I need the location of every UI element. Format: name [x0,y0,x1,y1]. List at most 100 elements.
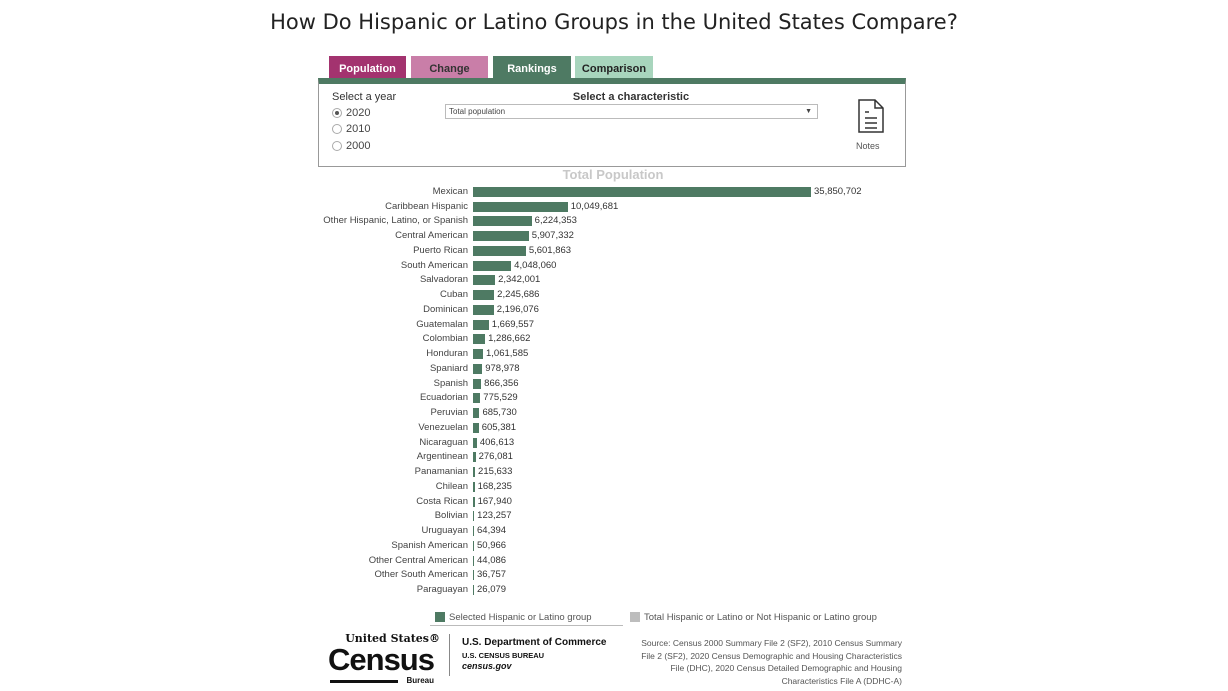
tab-rankings[interactable]: Rankings [493,56,571,79]
chart-title: Total Population [562,167,664,182]
bar[interactable] [473,245,526,256]
value-label: 2,342,001 [498,274,541,286]
tab-change[interactable]: Change [411,56,488,79]
notes-button[interactable]: Notes [856,98,885,151]
dropdown-value: Total population [449,107,506,116]
characteristic-label: Select a characteristic [572,91,690,103]
category-label: Other Central American [368,554,468,566]
value-label: 6,224,353 [534,215,577,227]
category-label: Argentinean [416,451,468,463]
year-radio-2020[interactable]: 2020 [332,107,370,119]
year-radio-2000[interactable]: 2000 [332,140,370,152]
bar[interactable] [473,584,474,595]
value-label: 5,601,863 [528,244,572,256]
category-label: Central American [395,230,468,242]
category-label: Colombian [422,333,468,345]
category-label: Salvadoran [419,274,468,286]
value-label: 167,940 [477,495,512,507]
value-label: 1,669,557 [491,318,534,330]
bar[interactable] [473,570,474,581]
value-label: 35,850,702 [814,186,862,197]
category-label: Dominican [423,303,468,315]
census-logo[interactable]: United States® Census Bureau [328,632,440,685]
bar[interactable] [473,496,475,507]
value-label: 123,257 [477,510,512,522]
census-gov-link[interactable]: census.gov [462,661,512,671]
controls-panel: Select a year 2020 2010 2000 Select a ch… [318,78,906,167]
bar[interactable] [473,187,811,197]
legend-label-total: Total Hispanic or Latino or Not Hispanic… [644,612,877,623]
bar[interactable] [473,363,483,374]
category-label: Bolivian [434,510,468,522]
characteristic-dropdown[interactable]: Total population ▼ [445,104,818,119]
year-label: Select a year [332,91,397,103]
bar[interactable] [473,231,529,242]
value-label: 36,757 [477,569,507,581]
year-option: 2000 [346,140,371,152]
legend-swatch-total [630,612,640,622]
bar[interactable] [473,216,532,227]
radio-icon [332,141,342,151]
bar[interactable] [473,467,476,478]
bar[interactable] [473,334,486,345]
category-label: Guatemalan [416,318,468,330]
value-label: 2,245,686 [497,289,540,301]
year-option: 2020 [346,107,371,119]
category-label: Peruvian [430,407,469,419]
category-label: Spanish [433,377,468,389]
bar[interactable] [473,349,483,360]
category-label: Caribbean Hispanic [385,200,468,212]
value-label: 605,381 [481,421,517,433]
category-label: Other South American [374,569,468,581]
source-note: Source: Census 2000 Summary File 2 (SF2)… [641,638,902,687]
bureau-name: U.S. CENSUS BUREAU [462,651,545,660]
bar[interactable] [473,378,482,389]
bar[interactable] [473,408,480,419]
bar[interactable] [473,540,474,551]
radio-icon [332,124,342,134]
bar[interactable] [473,437,477,448]
category-label: South American [400,259,468,271]
footer-divider [449,634,450,676]
value-label: 26,079 [477,583,507,595]
value-label: 50,966 [477,539,507,551]
bar[interactable] [473,201,568,212]
bar[interactable] [473,511,475,522]
category-label: Spanish American [391,539,468,551]
value-label: 276,081 [478,451,513,463]
category-label: Puerto Rican [413,244,468,256]
value-label: 775,529 [483,392,518,404]
bar[interactable] [473,393,481,404]
bar[interactable] [473,452,476,463]
value-label: 10,049,681 [570,200,619,212]
year-radio-2010[interactable]: 2010 [332,123,370,135]
bar[interactable] [473,481,475,492]
tab-population[interactable]: Population [329,56,406,79]
bar[interactable] [473,275,496,286]
bar[interactable] [473,304,494,315]
bar[interactable] [473,422,479,433]
page-title: How Do Hispanic or Latino Groups in the … [270,10,958,34]
category-label: Chilean [435,480,468,492]
category-label: Ecuadorian [419,392,468,404]
category-label: Cuban [440,289,468,301]
bar[interactable] [473,555,474,566]
bar[interactable] [473,526,474,537]
value-label: 215,633 [478,466,513,478]
category-label: Paraguayan [416,583,468,595]
value-label: 5,907,332 [531,230,574,242]
category-label: Other Hispanic, Latino, or Spanish [323,215,468,227]
bar[interactable] [473,290,495,301]
value-label: 1,286,662 [488,333,531,345]
value-label: 685,730 [482,407,517,419]
category-label: Spaniard [429,362,468,374]
legend-divider [430,625,623,626]
value-label: 44,086 [477,554,507,566]
bar[interactable] [473,260,512,271]
document-icon [858,99,884,133]
bar[interactable] [473,319,489,330]
category-label: Nicaraguan [419,436,468,448]
tab-comparison[interactable]: Comparison [575,56,653,79]
legend-label-selected: Selected Hispanic or Latino group [449,612,592,623]
legend-swatch-selected [435,612,445,622]
